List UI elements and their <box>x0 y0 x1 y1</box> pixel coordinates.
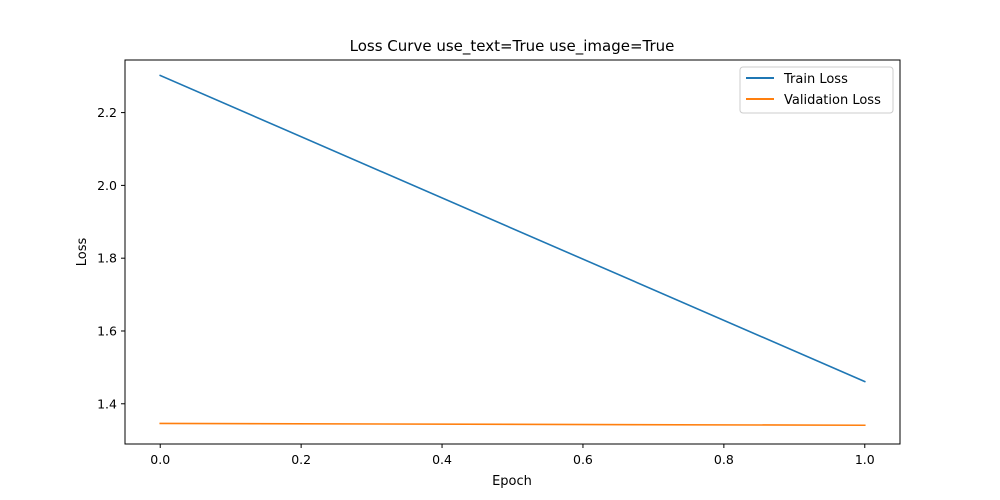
plot-area-frame <box>124 59 901 445</box>
x-tick-label: 0.6 <box>573 452 593 467</box>
x-tick-label: 0.0 <box>150 452 170 467</box>
legend: Train Loss Validation Loss <box>739 66 894 114</box>
y-tick-label: 1.6 <box>97 323 117 338</box>
y-tick-label: 2.0 <box>97 178 117 193</box>
series-line-validation-loss <box>159 422 866 427</box>
y-tick-label: 2.2 <box>97 105 117 120</box>
series-lines <box>159 74 866 427</box>
legend-label-validation-loss: Validation Loss <box>784 93 881 108</box>
series-line-train-loss <box>159 74 866 383</box>
legend-frame <box>739 66 894 114</box>
chart-title: Loss Curve use_text=True use_image=True <box>350 37 675 56</box>
y-tick-label: 1.4 <box>97 396 117 411</box>
x-axis-ticks: 0.0 0.2 0.4 0.6 0.8 1.0 <box>150 444 875 467</box>
x-tick-label: 1.0 <box>855 452 875 467</box>
y-axis-ticks: 1.4 1.6 1.8 2.0 2.2 <box>97 105 125 411</box>
x-axis-label: Epoch <box>492 474 532 489</box>
x-tick-label: 0.8 <box>714 452 734 467</box>
y-axis-label: Loss <box>75 238 90 267</box>
x-tick-label: 0.2 <box>291 452 311 467</box>
legend-label-train-loss: Train Loss <box>783 72 848 87</box>
x-tick-label: 0.4 <box>432 452 452 467</box>
y-tick-label: 1.8 <box>97 251 117 266</box>
